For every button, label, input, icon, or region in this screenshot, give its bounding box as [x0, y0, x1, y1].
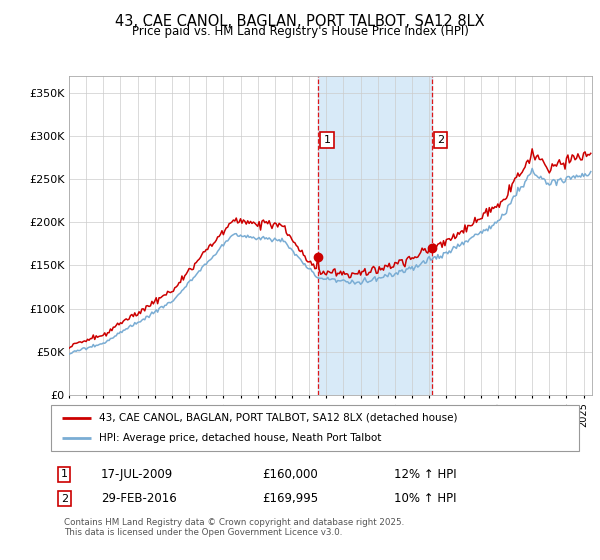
Text: 43, CAE CANOL, BAGLAN, PORT TALBOT, SA12 8LX (detached house): 43, CAE CANOL, BAGLAN, PORT TALBOT, SA12…	[98, 413, 457, 423]
Text: 43, CAE CANOL, BAGLAN, PORT TALBOT, SA12 8LX: 43, CAE CANOL, BAGLAN, PORT TALBOT, SA12…	[115, 14, 485, 29]
Text: 29-FEB-2016: 29-FEB-2016	[101, 492, 177, 505]
Text: HPI: Average price, detached house, Neath Port Talbot: HPI: Average price, detached house, Neat…	[98, 433, 381, 443]
Text: 1: 1	[61, 469, 68, 479]
Text: £160,000: £160,000	[262, 468, 318, 481]
Text: 2: 2	[61, 493, 68, 503]
Text: 12% ↑ HPI: 12% ↑ HPI	[394, 468, 457, 481]
Bar	[319, 76, 432, 395]
Text: 2: 2	[437, 136, 444, 145]
Text: Price paid vs. HM Land Registry's House Price Index (HPI): Price paid vs. HM Land Registry's House …	[131, 25, 469, 38]
Text: £169,995: £169,995	[262, 492, 319, 505]
Text: 17-JUL-2009: 17-JUL-2009	[101, 468, 173, 481]
Text: Contains HM Land Registry data © Crown copyright and database right 2025.
This d: Contains HM Land Registry data © Crown c…	[64, 517, 404, 537]
Text: 10% ↑ HPI: 10% ↑ HPI	[394, 492, 457, 505]
Text: 1: 1	[323, 136, 331, 145]
